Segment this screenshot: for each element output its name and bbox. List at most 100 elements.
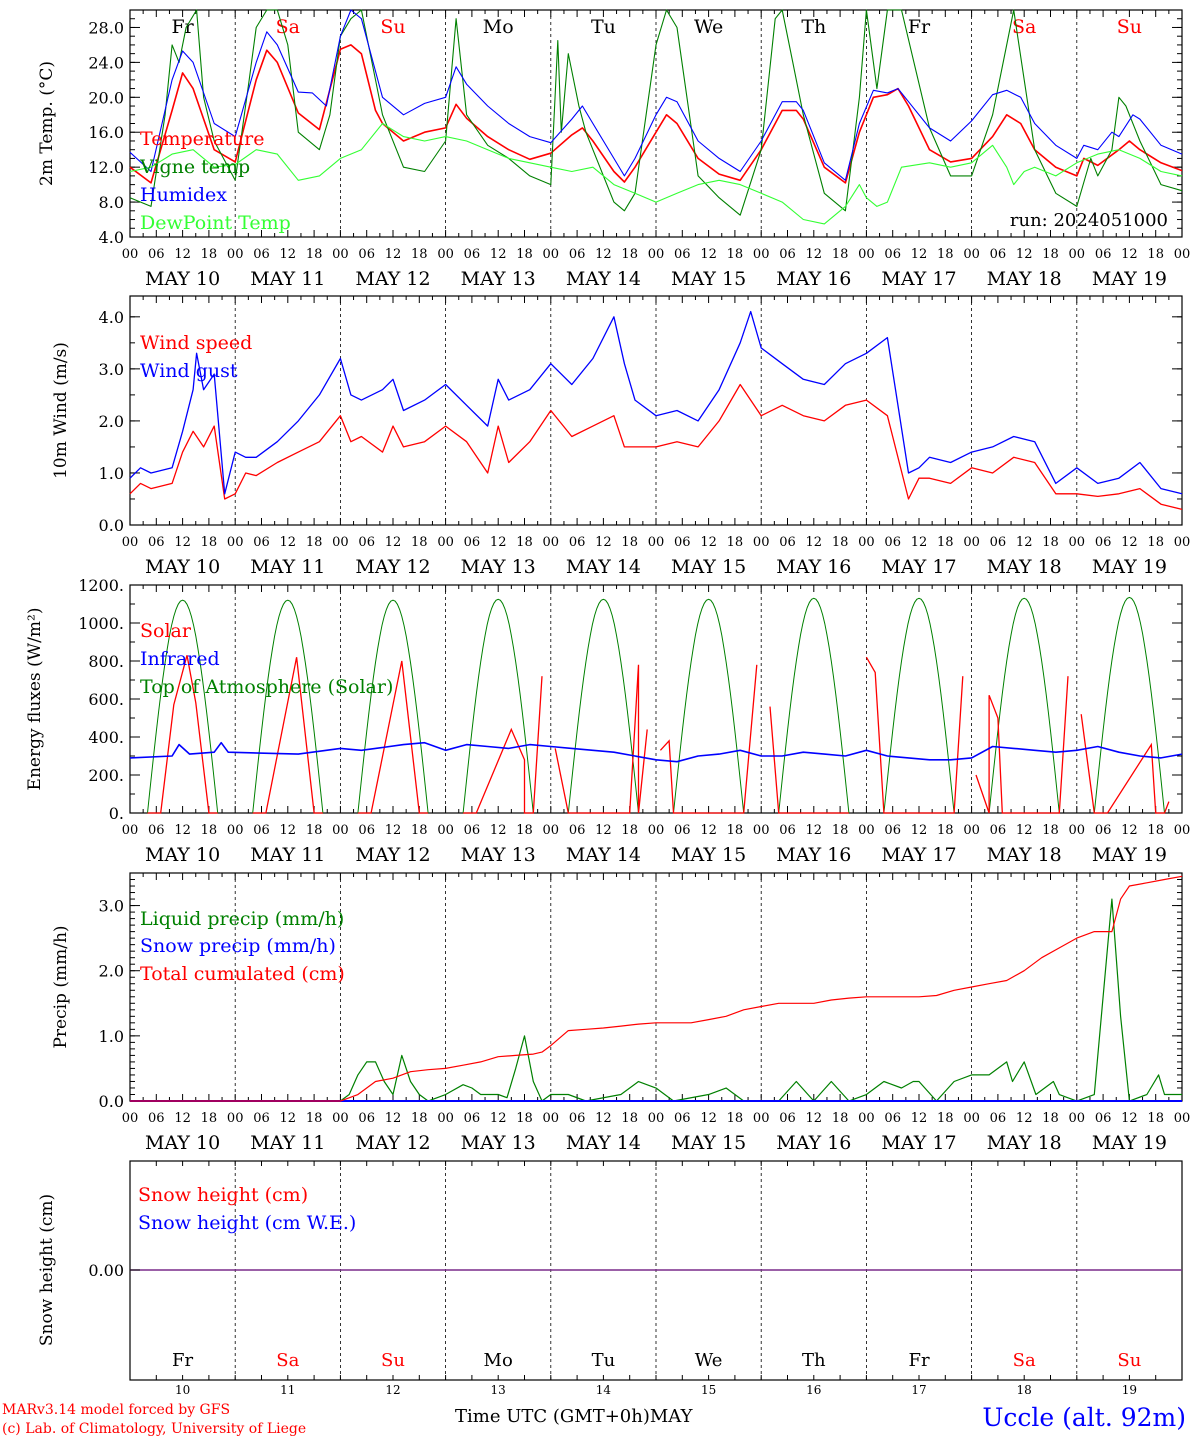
- hour-tick-label: 06: [253, 823, 270, 838]
- date-label: MAY 10: [145, 1132, 220, 1154]
- hour-tick-label: 12: [700, 247, 717, 262]
- day-number-label: 15: [701, 1383, 716, 1397]
- run-label: run: 2024051000: [1010, 210, 1168, 231]
- hour-tick-label: 18: [411, 823, 428, 838]
- hour-tick-label: 12: [490, 823, 507, 838]
- hour-tick-label: 12: [280, 247, 297, 262]
- lab-credit: (c) Lab. of Climatology, University of L…: [2, 1421, 307, 1437]
- hour-tick-label: 00: [1174, 247, 1191, 262]
- hour-tick-label: 06: [1095, 535, 1112, 550]
- hour-tick-label: 12: [806, 1111, 823, 1126]
- weekday-label: Th: [802, 1350, 826, 1371]
- hour-tick-label: 18: [832, 1111, 849, 1126]
- hour-tick-label: 18: [832, 823, 849, 838]
- hour-tick-label: 06: [884, 535, 901, 550]
- hour-tick-label: 12: [700, 535, 717, 550]
- hour-tick-label: 06: [884, 823, 901, 838]
- hour-tick-label: 12: [700, 1111, 717, 1126]
- hour-tick-label: 06: [253, 1111, 270, 1126]
- day-number-label: 19: [1122, 1383, 1137, 1397]
- station-label: Uccle (alt. 92m): [982, 1403, 1186, 1432]
- hour-tick-label: 12: [385, 1111, 402, 1126]
- hour-tick-label: 06: [464, 823, 481, 838]
- hour-tick-label: 12: [1121, 535, 1138, 550]
- date-label: MAY 16: [776, 268, 851, 290]
- time-axis-title: Time UTC (GMT+0h)MAY: [455, 1406, 692, 1427]
- hour-tick-label: 06: [990, 247, 1007, 262]
- y-axis-title: Precip (mm/h): [51, 925, 71, 1048]
- weekday-label: Mo: [483, 16, 514, 38]
- hour-tick-label: 00: [648, 823, 665, 838]
- y-tick-label: 400.: [88, 728, 124, 747]
- day-number-label: 11: [280, 1383, 295, 1397]
- legend-entry: Liquid precip (mm/h): [140, 908, 344, 930]
- hour-tick-label: 12: [385, 535, 402, 550]
- hour-tick-label: 18: [727, 823, 744, 838]
- hour-tick-label: 00: [1069, 247, 1086, 262]
- hour-tick-label: 12: [700, 823, 717, 838]
- y-tick-label: 2.0: [99, 962, 124, 981]
- hour-tick-label: 18: [306, 1111, 323, 1126]
- hour-tick-label: 06: [674, 535, 691, 550]
- time-axis-label: Time UTC (GMT+0h): [455, 1406, 650, 1427]
- month-label: MAY: [649, 1406, 693, 1427]
- date-label: MAY 13: [461, 1132, 536, 1154]
- date-label: MAY 14: [566, 268, 641, 290]
- hour-tick-label: 18: [201, 1111, 218, 1126]
- hour-tick-label: 12: [911, 1111, 928, 1126]
- y-tick-label: 20.0: [88, 88, 124, 107]
- day-number-label: 10: [175, 1383, 190, 1397]
- hour-tick-label: 00: [753, 823, 770, 838]
- hour-tick-label: 00: [963, 1111, 980, 1126]
- hour-tick-label: 06: [779, 823, 796, 838]
- hour-tick-label: 00: [858, 1111, 875, 1126]
- legend-entry: Wind gust: [140, 360, 238, 382]
- hour-tick-label: 06: [569, 535, 586, 550]
- hour-tick-label: 00: [332, 1111, 349, 1126]
- y-axis-1: [130, 9, 1182, 238]
- date-label: MAY 17: [881, 1132, 956, 1154]
- hour-tick-label: 18: [832, 535, 849, 550]
- y-tick-label: 2.0: [99, 412, 124, 431]
- hour-tick-label: 06: [148, 1111, 165, 1126]
- date-label: MAY 15: [671, 844, 746, 866]
- day-number-label: 14: [596, 1383, 612, 1397]
- hour-tick-label: 00: [332, 247, 349, 262]
- day-number-label: 16: [806, 1383, 821, 1397]
- panel-2: [129, 295, 1183, 526]
- hour-tick-label: 00: [227, 535, 244, 550]
- date-label: MAY 13: [461, 556, 536, 578]
- hour-tick-label: 18: [1147, 823, 1164, 838]
- date-label: MAY 18: [987, 556, 1062, 578]
- hour-tick-label: 12: [385, 247, 402, 262]
- hour-tick-label: 06: [1095, 247, 1112, 262]
- weekday-label: Tu: [592, 1350, 616, 1371]
- hour-tick-label: 06: [464, 535, 481, 550]
- hour-tick-label: 00: [543, 535, 560, 550]
- date-label: MAY 15: [671, 1132, 746, 1154]
- hour-tick-label: 18: [727, 247, 744, 262]
- legend-entry: Snow height (cm W.E.): [138, 1212, 356, 1234]
- hour-tick-label: 00: [753, 535, 770, 550]
- hour-tick-label: 06: [358, 1111, 375, 1126]
- hour-tick-label: 06: [990, 535, 1007, 550]
- series-line-wind-speed: [129, 383, 1183, 511]
- legend-entry: DewPoint Temp: [140, 212, 291, 234]
- hour-tick-label: 06: [569, 247, 586, 262]
- date-label: MAY 13: [461, 844, 536, 866]
- weekday-label: We: [695, 1350, 723, 1371]
- hour-tick-label: 18: [1042, 247, 1059, 262]
- series-line-vigne-temp: [129, 9, 1183, 216]
- date-label: MAY 19: [1092, 844, 1167, 866]
- hour-tick-label: 18: [937, 535, 954, 550]
- hour-tick-label: 00: [227, 247, 244, 262]
- date-label: MAY 19: [1092, 556, 1167, 578]
- hour-tick-label: 12: [806, 247, 823, 262]
- hour-tick-label: 12: [595, 247, 612, 262]
- legend-entry: Snow height (cm): [138, 1184, 308, 1206]
- hour-tick-label: 18: [516, 1111, 533, 1126]
- date-label: MAY 11: [250, 556, 325, 578]
- hour-tick-label: 00: [963, 823, 980, 838]
- hour-tick-label: 06: [674, 1111, 691, 1126]
